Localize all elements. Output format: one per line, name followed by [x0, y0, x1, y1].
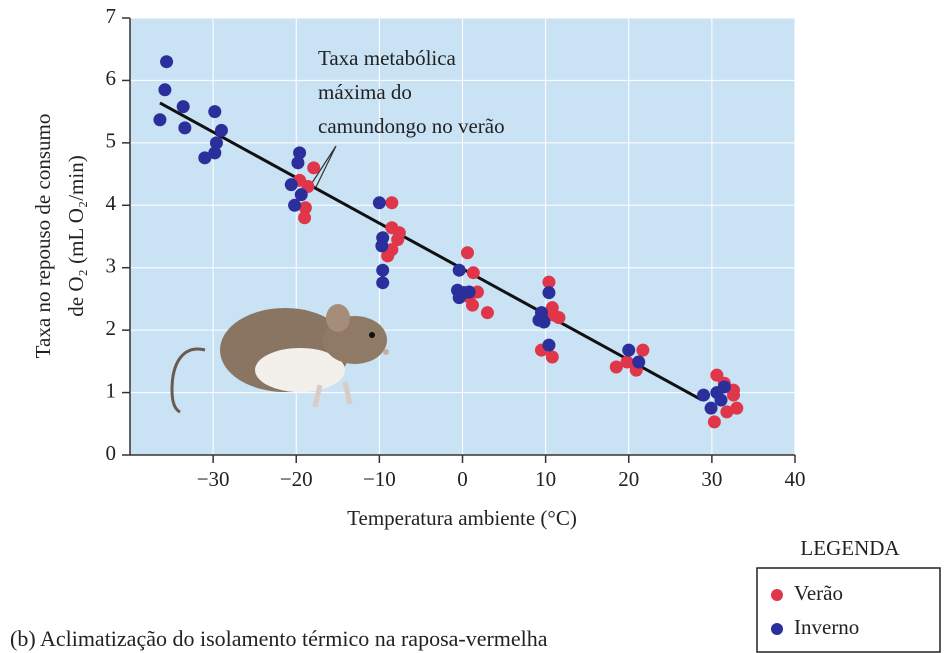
- caption: (b) Aclimatização do isolamento térmico …: [10, 626, 548, 651]
- data-point: [542, 338, 556, 352]
- x-tick-label: 10: [535, 467, 556, 491]
- data-point: [622, 343, 636, 357]
- data-point: [697, 388, 711, 402]
- legend-box: [756, 567, 941, 653]
- data-point: [460, 246, 474, 260]
- y-tick-label: 4: [106, 191, 117, 215]
- data-point: [291, 156, 305, 170]
- data-point: [714, 393, 728, 407]
- x-tick-label: −10: [363, 467, 396, 491]
- data-point: [620, 355, 634, 369]
- legend-label: Verão: [794, 581, 843, 605]
- data-point: [480, 306, 494, 320]
- data-point: [547, 308, 561, 322]
- data-point: [632, 355, 646, 369]
- fit-line: [159, 101, 703, 402]
- annotation: Taxa metabólica: [318, 46, 457, 70]
- data-point: [178, 121, 192, 135]
- data-point: [214, 123, 228, 137]
- x-tick-label: 30: [701, 467, 722, 491]
- data-point: [176, 100, 190, 114]
- annotation: camundongo no verão: [318, 114, 505, 138]
- y-tick-label: 0: [106, 441, 117, 465]
- x-tick-label: −30: [197, 467, 230, 491]
- data-point: [376, 263, 390, 277]
- y-axis-label: Taxa no repouso de consumo: [31, 114, 55, 359]
- y-tick-label: 7: [106, 4, 117, 28]
- data-point: [545, 350, 559, 364]
- data-point: [636, 343, 650, 357]
- data-point: [542, 275, 556, 289]
- annotation-leader: [309, 145, 337, 188]
- data-point: [609, 360, 623, 374]
- data-point: [376, 276, 390, 290]
- data-point: [381, 249, 395, 263]
- x-tick-label: 40: [785, 467, 806, 491]
- data-point: [717, 380, 731, 394]
- legend-marker: [771, 589, 783, 601]
- data-point: [542, 286, 556, 300]
- data-point: [288, 198, 302, 212]
- y-axis-label: de O₂ (mL O₂/min): [64, 155, 88, 316]
- data-point: [375, 239, 389, 253]
- data-point: [704, 401, 718, 415]
- y-tick-label: 2: [106, 316, 117, 340]
- x-tick-label: 0: [457, 467, 468, 491]
- data-point: [720, 405, 734, 419]
- legend-label: Inverno: [794, 615, 859, 639]
- data-point: [208, 105, 222, 119]
- x-tick-label: −20: [280, 467, 313, 491]
- data-point: [160, 55, 174, 69]
- x-axis-label: Temperatura ambiente (°C): [347, 506, 577, 530]
- data-point: [153, 113, 167, 127]
- legend-title: LEGENDA: [800, 536, 900, 560]
- y-tick-label: 3: [106, 254, 117, 278]
- data-point: [209, 136, 223, 150]
- data-point: [391, 233, 405, 247]
- data-point: [198, 151, 212, 165]
- y-tick-label: 1: [106, 378, 117, 402]
- data-point: [158, 83, 172, 97]
- data-point: [730, 401, 744, 415]
- data-point: [293, 146, 307, 160]
- y-tick-label: 5: [106, 129, 117, 153]
- data-point: [452, 263, 466, 277]
- x-tick-label: 20: [618, 467, 639, 491]
- legend-marker: [771, 623, 783, 635]
- data-point: [298, 201, 312, 215]
- data-point: [372, 196, 386, 210]
- data-point: [298, 211, 312, 225]
- data-point: [208, 146, 222, 160]
- mouse-illustration: [170, 304, 389, 414]
- data-point: [284, 178, 298, 192]
- data-point: [385, 196, 399, 210]
- data-point: [294, 188, 308, 202]
- data-point: [707, 415, 721, 429]
- data-point: [462, 285, 476, 299]
- annotation: máxima do: [318, 80, 412, 104]
- data-point: [307, 161, 321, 175]
- y-tick-label: 6: [106, 66, 117, 90]
- data-point: [452, 291, 466, 305]
- data-point: [532, 313, 546, 327]
- data-point: [466, 266, 480, 280]
